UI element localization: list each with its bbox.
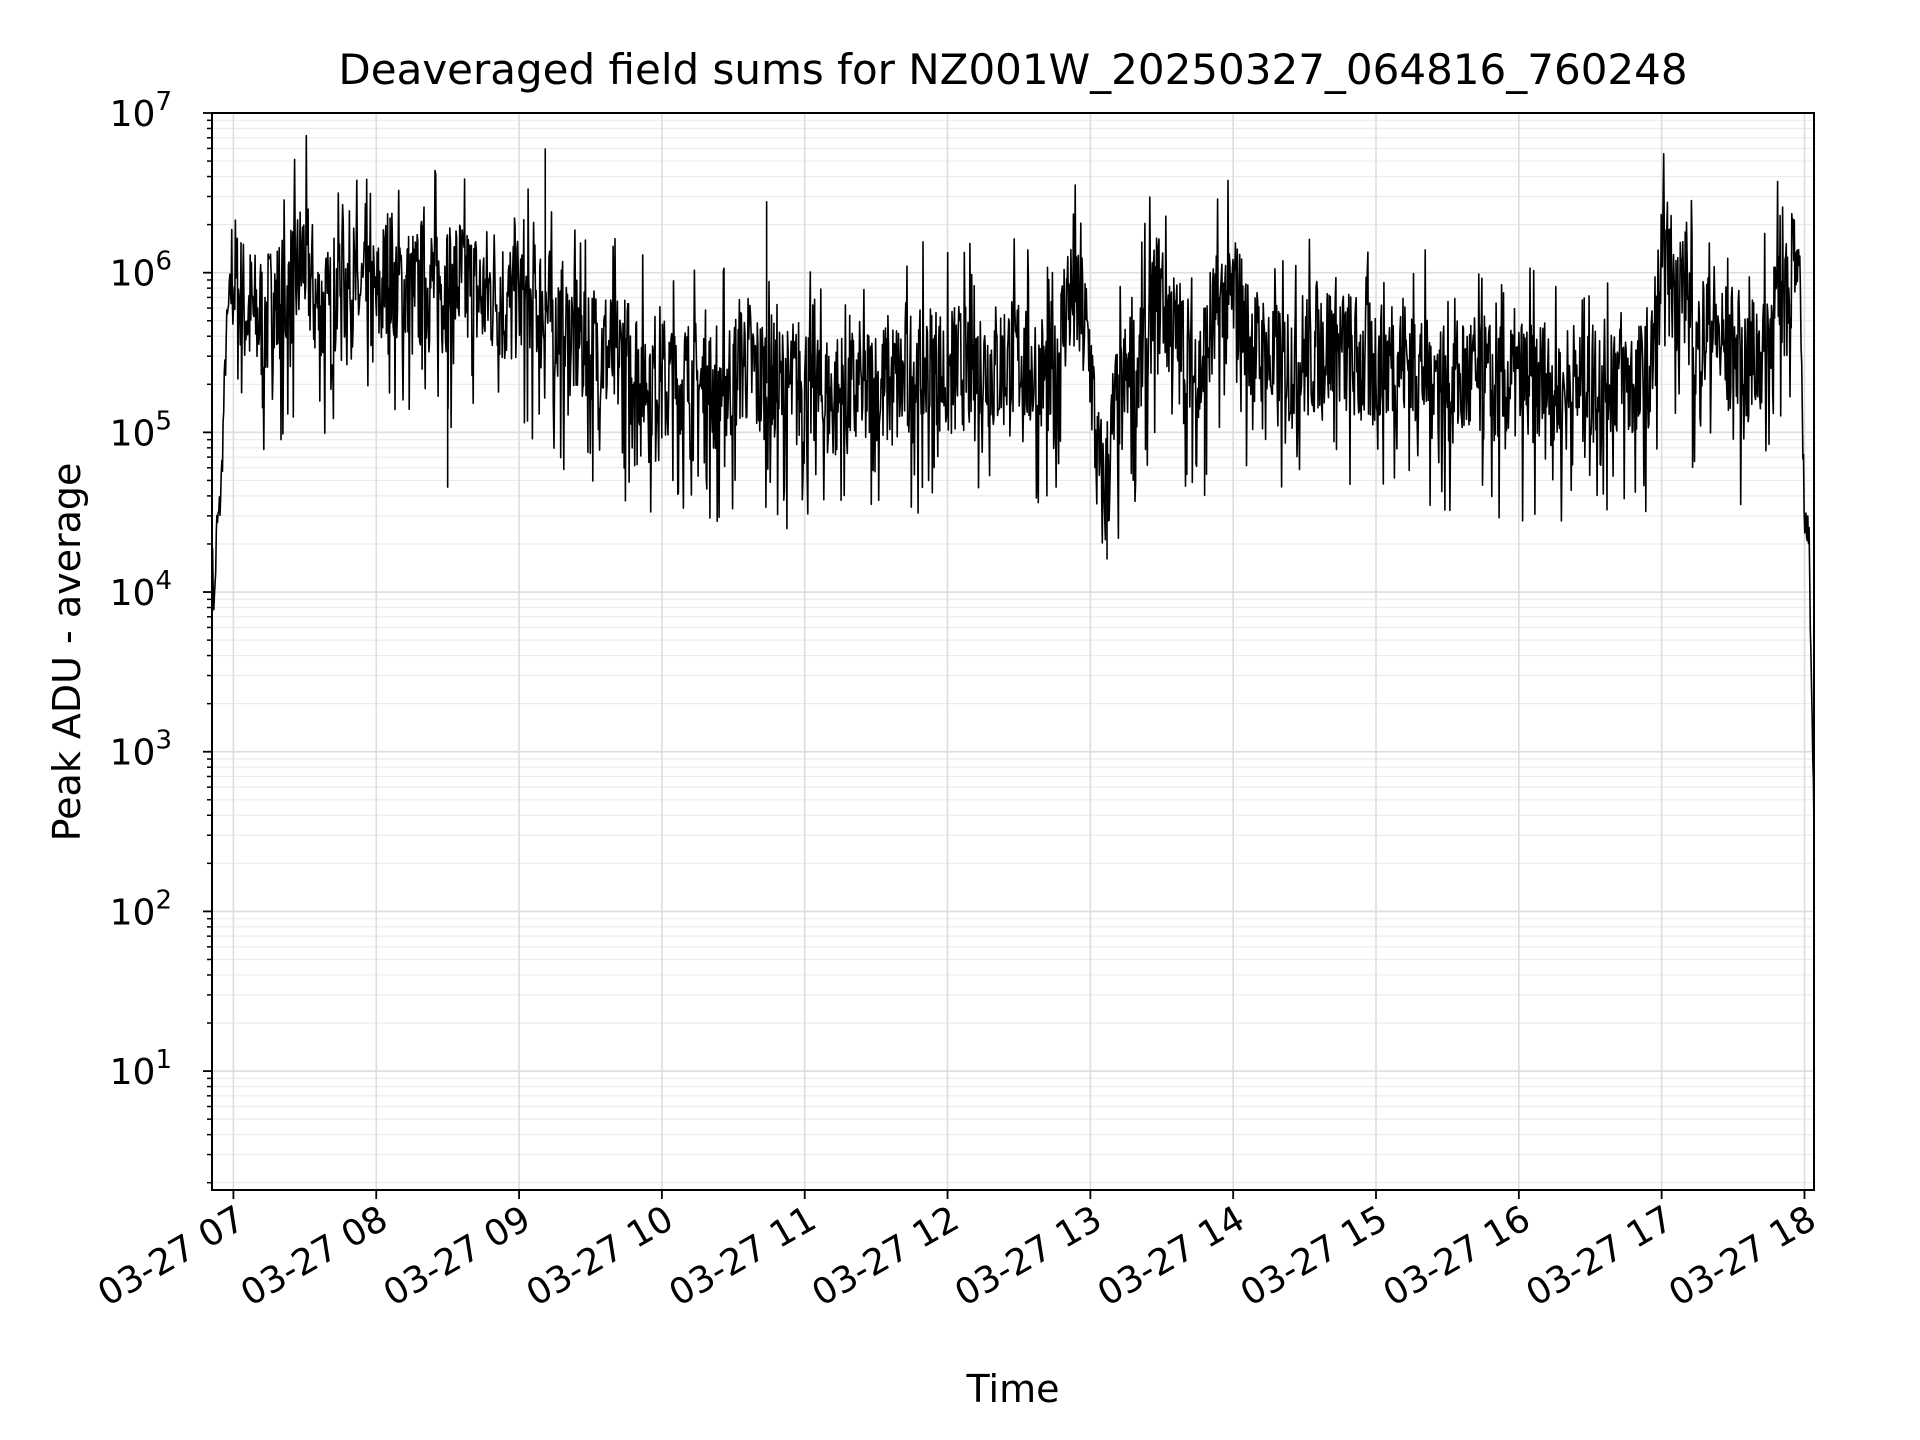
y-tick-label: 101 <box>110 1045 172 1093</box>
series-line <box>211 134 1815 830</box>
y-tick-label: 105 <box>110 406 172 454</box>
y-axis-label: Peak ADU - average <box>45 463 89 842</box>
chart-title: Deaveraged field sums for NZ001W_2025032… <box>338 45 1687 94</box>
y-tick-label: 106 <box>110 247 172 295</box>
x-axis-label: Time <box>966 1367 1060 1411</box>
y-tick-label: 102 <box>110 885 172 933</box>
y-tick-label: 104 <box>110 566 172 614</box>
y-axis: 101 102 103 104 105 106 107 <box>110 87 212 1184</box>
plot-frame <box>211 112 1815 1191</box>
spikes <box>446 148 1206 560</box>
grid <box>212 112 1814 1190</box>
y-tick-label: 107 <box>110 87 172 135</box>
y-tick-label: 103 <box>110 726 172 774</box>
